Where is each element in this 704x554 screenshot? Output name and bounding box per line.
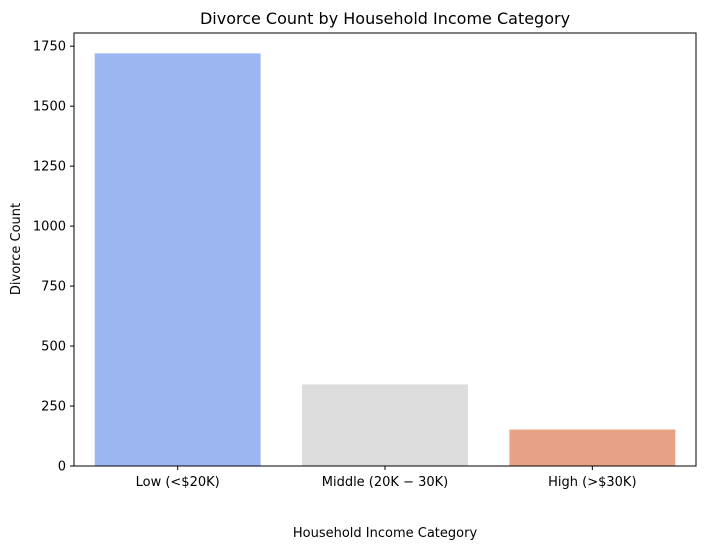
y-tick-label-0: 0: [58, 460, 66, 475]
x-tick-label-1: Middle (20K − 30K): [322, 475, 449, 490]
bar-0: [94, 53, 261, 466]
bar-1: [302, 384, 468, 466]
y-tick-label-5: 1250: [33, 160, 66, 175]
chart-title: Divorce Count by Household Income Catego…: [200, 9, 570, 28]
bars-group: [94, 53, 676, 466]
y-tick-label-3: 750: [41, 280, 66, 295]
y-tick-label-4: 1000: [33, 220, 66, 235]
y-tick-label-6: 1500: [33, 100, 66, 115]
y-tick-label-1: 250: [41, 400, 66, 415]
y-tick-label-7: 1750: [33, 40, 66, 55]
x-axis-ticks: Low (<$20K) Middle (20K − 30K) High (>$30K…: [136, 466, 637, 490]
x-tick-label-2: High (>$30K): [548, 475, 636, 490]
y-axis-label: Divorce Count: [9, 203, 24, 295]
y-axis-ticks: 0 250 500 750 1000 1250 1500 1750: [33, 40, 74, 475]
x-axis-label: Household Income Category: [293, 526, 478, 541]
x-tick-label-0: Low (<$20K): [136, 475, 220, 490]
plot-frame: [73, 32, 697, 467]
y-tick-label-2: 500: [41, 340, 66, 355]
bar-2: [509, 429, 676, 466]
